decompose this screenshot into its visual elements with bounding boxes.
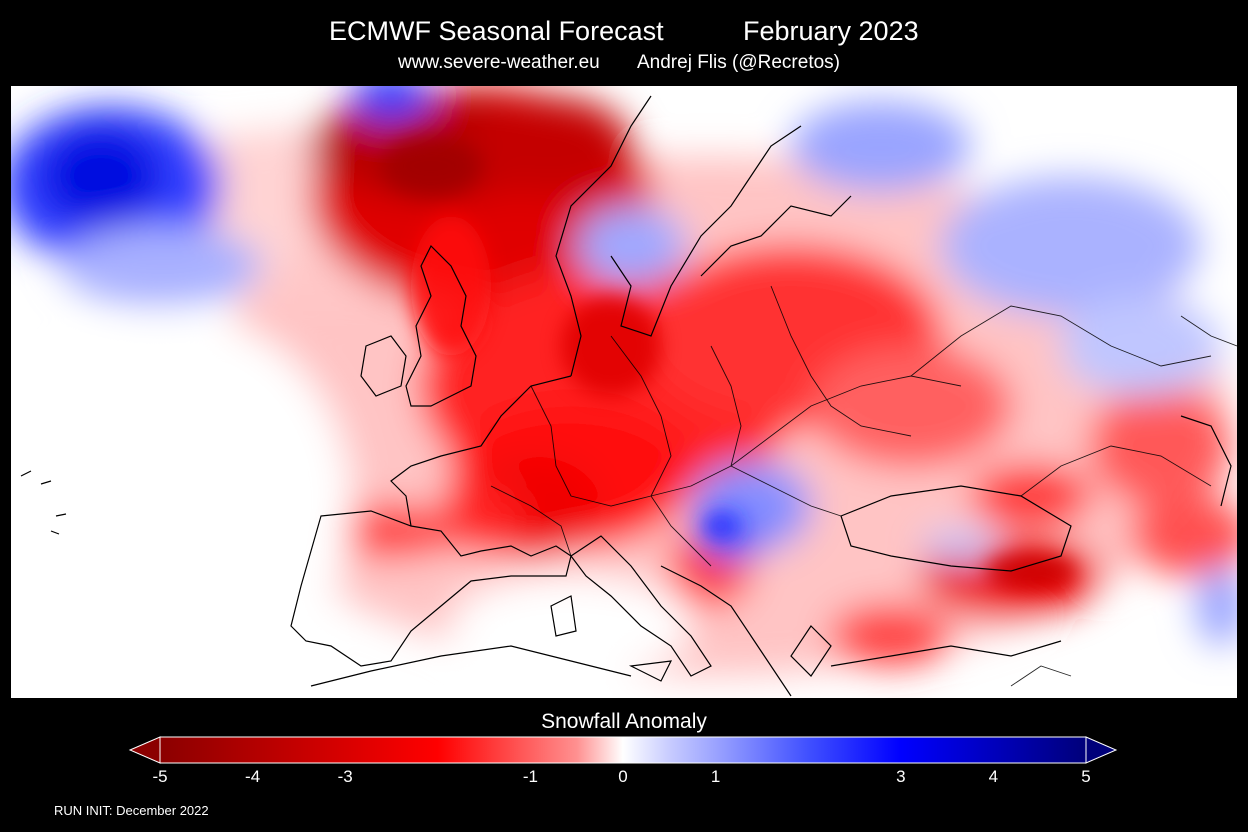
run-init-label: RUN INIT: December 2022 bbox=[54, 803, 209, 818]
website-credit: www.severe-weather.eu bbox=[398, 52, 600, 73]
author-credit: Andrej Flis (@Recretos) bbox=[637, 52, 840, 73]
colorbar-gradient bbox=[159, 736, 1087, 764]
colorbar-tick-label: -5 bbox=[152, 767, 168, 786]
colorbar-tick-label: 3 bbox=[896, 767, 906, 786]
anomaly-map-svg bbox=[11, 86, 1237, 698]
colorbar-tick-label: -1 bbox=[522, 767, 538, 786]
colorbar-svg bbox=[128, 736, 1118, 764]
colorbar-min-arrow bbox=[128, 736, 161, 764]
colorbar-tick-label: 4 bbox=[988, 767, 999, 786]
subtitle-row: www.severe-weather.eu Andrej Flis (@Recr… bbox=[0, 52, 1248, 76]
colorbar-tick-label: -4 bbox=[245, 767, 261, 786]
coastlines bbox=[20, 95, 1232, 697]
title-row: ECMWF Seasonal Forecast February 2023 bbox=[0, 14, 1248, 50]
anomaly-map bbox=[11, 86, 1237, 698]
legend-title: Snowfall Anomaly bbox=[541, 710, 707, 733]
map-title: ECMWF Seasonal Forecast bbox=[329, 16, 664, 46]
colorbar-tick-label: 1 bbox=[710, 767, 721, 786]
colorbar-tick-label: 0 bbox=[618, 767, 628, 786]
anomaly-field bbox=[11, 86, 1237, 696]
colorbar-max-arrow bbox=[1085, 736, 1118, 764]
colorbar-tick-label: 5 bbox=[1081, 767, 1091, 786]
country-borders bbox=[490, 285, 1237, 687]
colorbar-ticks: -5 -4 -3 -1 0 1 3 4 5 bbox=[0, 767, 1248, 789]
forecast-date: February 2023 bbox=[743, 16, 919, 46]
colorbar-tick-label: -3 bbox=[337, 767, 353, 786]
colorbar bbox=[128, 735, 1120, 765]
